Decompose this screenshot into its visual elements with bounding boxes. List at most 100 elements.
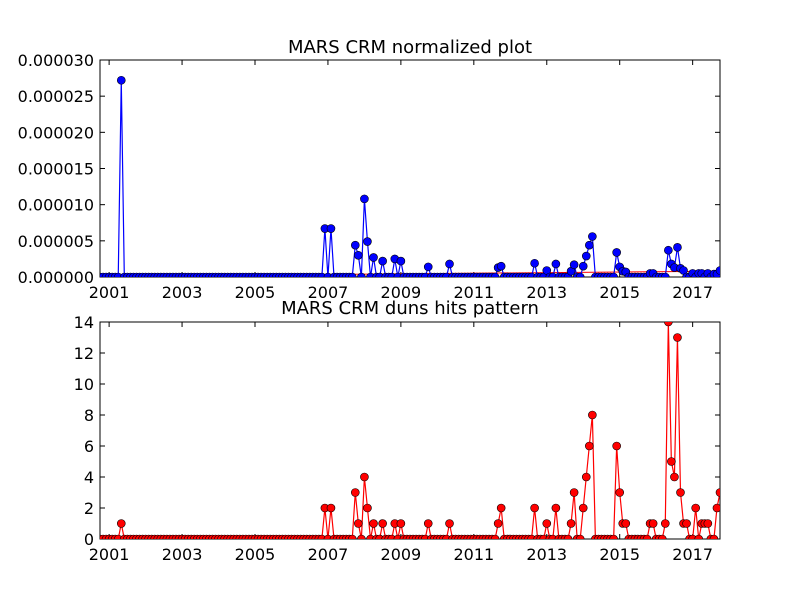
x-tick-label: 2005 [235,545,276,564]
normalized-plot-title: MARS CRM normalized plot [288,37,532,58]
data-point [612,248,621,257]
y-tick-label: 0.000010 [18,196,94,215]
x-tick-label: 2017 [672,283,713,302]
y-tick-label: 0.000030 [18,51,94,70]
y-tick-label: 0.000025 [18,87,94,106]
data-point [566,519,576,528]
x-tick-label: 2007 [308,283,349,302]
data-point [585,240,594,250]
y-tick-label: 8 [84,406,94,425]
data-point [116,519,126,528]
data-point [694,534,704,539]
data-point [551,503,561,513]
x-tick-label: 2005 [235,283,276,302]
data-point [575,272,585,277]
y-tick-label: 0.000020 [18,123,94,142]
data-point [369,519,378,528]
data-point [445,519,454,528]
data-point [496,503,506,513]
data-point [712,503,720,513]
data-point [396,519,406,528]
normalized-plot-area [100,75,720,277]
data-point [642,534,652,539]
data-point [347,534,357,539]
y-tick-label: 0.000005 [18,232,94,251]
y-tick-label: 6 [84,437,94,456]
data-point [490,534,500,539]
x-tick-label: 2007 [308,545,349,564]
data-point [676,488,685,497]
data-point [396,256,406,266]
data-point [357,534,366,539]
x-tick-label: 2001 [89,283,130,302]
data-point [715,266,720,275]
data-point [496,261,506,271]
data-point [569,488,579,497]
data-point [657,534,667,539]
data-point [116,75,126,85]
data-point [490,272,500,277]
y-tick-label: 12 [74,344,94,363]
data-point [569,260,579,270]
data-point [530,258,539,268]
data-point [664,245,673,255]
data-point [347,272,357,277]
data-point [578,503,588,513]
duns-hits-axes-frame [99,321,721,540]
x-tick-label: 2009 [381,545,422,564]
data-point [621,519,631,528]
duns-hits-panel: MARS CRM duns hits pattern 2001 2003 2005 2… [74,298,721,564]
y-tick-label: 4 [84,468,94,487]
data-point [673,333,682,342]
data-point [369,253,378,262]
data-point [664,322,673,327]
x-tick-label: 2001 [89,545,130,564]
data-point [363,503,372,513]
data-point [609,534,618,539]
y-tick-label: 10 [74,375,94,394]
data-point [423,262,433,272]
x-tick-label: 2013 [526,283,567,302]
data-point [493,519,503,528]
x-tick-label: 2015 [599,283,640,302]
data-point [363,237,372,246]
y-tick-label: 0 [84,530,94,549]
data-point [551,259,561,269]
data-point [326,224,336,233]
normalized-axes-frame [99,59,721,278]
data-point [354,519,363,528]
data-point [357,272,366,277]
data-point [581,472,591,482]
data-point [667,457,676,466]
duns-hits-title: MARS CRM duns hits pattern [281,298,539,319]
normalized-series-line [100,80,720,277]
data-point [581,251,591,261]
duns-hits-plot-area [100,322,720,539]
x-tick-label: 2015 [599,545,640,564]
data-point [648,519,658,528]
data-point [530,503,539,513]
data-point [660,519,670,528]
y-tick-label: 0.000015 [18,160,94,179]
data-point [660,272,670,277]
data-point [609,272,618,277]
data-point [691,503,700,513]
x-tick-label: 2017 [672,545,713,564]
data-point [673,243,682,252]
y-tick-label: 0.000000 [18,268,94,287]
data-point [715,488,720,497]
data-point [360,194,369,204]
data-point [585,441,594,451]
data-point [360,472,369,482]
data-point [542,519,552,528]
duns-hits-series-line [100,322,720,539]
data-point [612,441,621,451]
data-point [354,251,363,260]
x-tick-label: 2011 [453,545,494,564]
data-point [703,519,713,528]
data-point [445,259,454,269]
data-point [682,519,691,528]
x-tick-label: 2011 [453,283,494,302]
normalized-plot-panel: MARS CRM normalized plot 2001 2003 2005 200… [18,37,721,302]
